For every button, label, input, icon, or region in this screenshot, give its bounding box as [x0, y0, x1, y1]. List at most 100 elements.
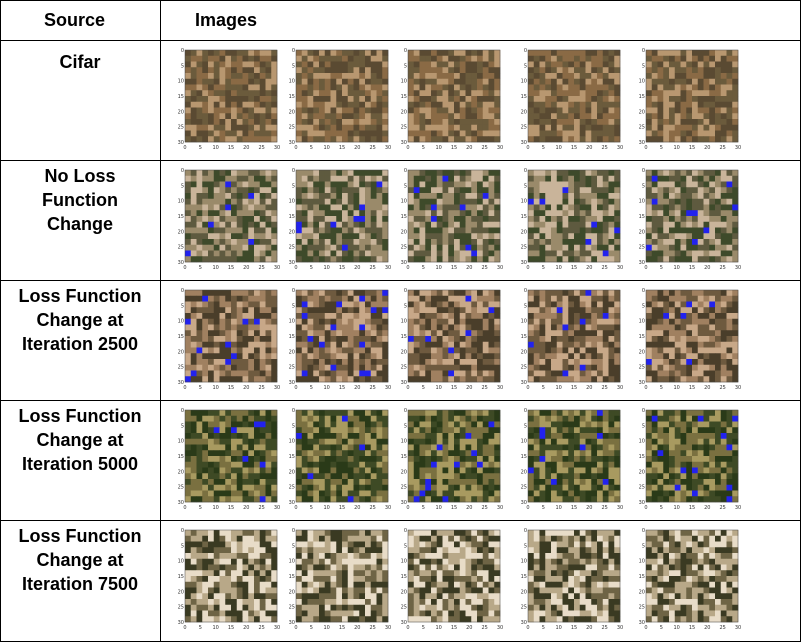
image-pixel	[231, 318, 238, 325]
image-pixel	[442, 444, 449, 451]
image-pixel	[408, 130, 415, 137]
image-pixel	[365, 78, 372, 85]
image-pixel	[365, 290, 372, 297]
image-pixel	[454, 427, 461, 434]
image-pixel	[296, 113, 303, 120]
x-tick-label: 25	[259, 385, 265, 391]
image-pixel	[680, 55, 687, 62]
image-pixel	[413, 301, 420, 308]
image-pixel	[726, 78, 733, 85]
image-pixel	[715, 364, 722, 371]
image-pixel	[471, 221, 478, 228]
image-pixel	[231, 84, 238, 91]
image-pixel	[488, 456, 495, 463]
image-pixel	[336, 496, 343, 503]
image-pixel	[319, 290, 326, 297]
image-pixel	[448, 227, 455, 234]
image-pixel	[324, 175, 331, 182]
image-pixel	[431, 216, 438, 223]
image-pixel	[413, 353, 420, 360]
image-pixel	[254, 187, 261, 194]
image-pixel	[720, 239, 727, 246]
image-pixel	[219, 193, 226, 200]
image-pixel	[680, 84, 687, 91]
image-pixel	[539, 101, 546, 108]
image-pixel	[324, 376, 331, 383]
image-pixel	[551, 427, 558, 434]
image-pixel	[219, 181, 226, 188]
image-pixel	[556, 324, 563, 331]
image-pixel	[556, 78, 563, 85]
image-pixel	[488, 461, 495, 468]
image-pixel	[382, 136, 389, 143]
image-pixel	[597, 119, 604, 126]
y-tick-label: 30	[401, 380, 407, 386]
image-pixel	[614, 61, 621, 68]
image-pixel	[568, 376, 575, 383]
image-pixel	[528, 78, 535, 85]
x-tick-label: 5	[199, 265, 202, 271]
image-pixel	[477, 170, 484, 177]
image-pixel	[225, 438, 232, 445]
image-pixel	[436, 61, 443, 68]
image-pixel	[720, 318, 727, 325]
image-pixel	[413, 239, 420, 246]
image-pixel	[376, 370, 383, 377]
image-pixel	[494, 433, 501, 440]
image-pixel	[494, 324, 501, 331]
image-pixel	[248, 84, 255, 91]
image-pixel	[657, 136, 664, 143]
image-pixel	[602, 210, 609, 217]
image-pixel	[602, 410, 609, 417]
image-pixel	[720, 61, 727, 68]
image-pixel	[591, 421, 598, 428]
image-pixel	[330, 313, 337, 320]
image-pixel	[359, 50, 366, 57]
image-pixel	[370, 181, 377, 188]
y-tick-label: 15	[289, 214, 295, 220]
image-pixel	[494, 427, 501, 434]
image-pixel	[353, 204, 360, 211]
image-pixel	[425, 290, 432, 297]
image-pixel	[347, 181, 354, 188]
image-pixel	[425, 90, 432, 97]
image-pixel	[342, 175, 349, 182]
image-pixel	[225, 96, 232, 103]
image-pixel	[539, 256, 546, 263]
image-pixel	[254, 198, 261, 205]
image-pixel	[726, 370, 733, 377]
image-pixel	[551, 421, 558, 428]
image-pixel	[202, 410, 209, 417]
image-pixel	[185, 175, 192, 182]
image-pixel	[342, 250, 349, 257]
image-pixel	[528, 67, 535, 74]
image-pixel	[539, 250, 546, 257]
image-pixel	[419, 496, 426, 503]
image-pixel	[585, 90, 592, 97]
image-pixel	[602, 318, 609, 325]
image-pixel	[651, 113, 658, 120]
image-pixel	[365, 415, 372, 422]
image-pixel	[271, 239, 278, 246]
image-pixel	[692, 113, 699, 120]
image-pixel	[674, 221, 681, 228]
image-pixel	[242, 336, 249, 343]
image-pixel	[574, 227, 581, 234]
image-pixel	[336, 204, 343, 211]
image-pixel	[190, 347, 197, 354]
image-pixel	[454, 353, 461, 360]
image-pixel	[720, 130, 727, 137]
image-pixel	[528, 181, 535, 188]
image-pixel	[219, 204, 226, 211]
image-pixel	[347, 233, 354, 240]
image-pixel	[482, 50, 489, 57]
image-pixel	[465, 444, 472, 451]
image-pixel	[482, 330, 489, 337]
y-tick-label: 10	[289, 199, 295, 205]
image-pixel	[301, 330, 308, 337]
image-pixel	[709, 359, 716, 366]
image-pixel	[669, 119, 676, 126]
image-pixel	[465, 347, 472, 354]
image-pixel	[190, 479, 197, 486]
